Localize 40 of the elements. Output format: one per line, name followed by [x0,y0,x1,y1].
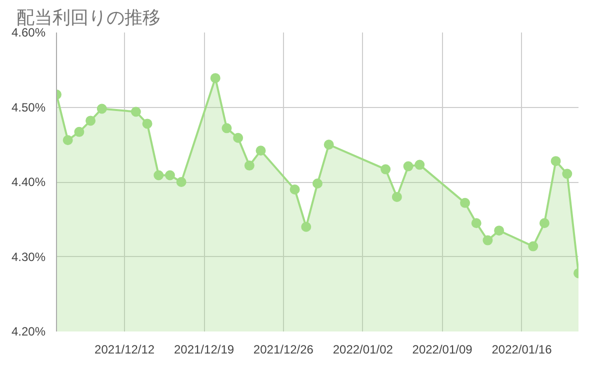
y-tick-label: 4.30% [11,250,46,264]
point [539,218,550,228]
point [86,116,96,126]
y-tick-label: 4.40% [11,175,46,189]
point [301,222,312,232]
point [142,118,152,129]
x-tick-label: 2022/01/09 [412,342,473,356]
point [324,140,334,150]
point [164,170,175,180]
point [550,156,561,166]
point [528,241,538,252]
point [460,198,470,208]
x-tick-label: 2022/01/16 [492,342,552,356]
chart-title: 配当利回りの推移 [16,8,160,28]
point [562,168,572,179]
x-tick-label: 2022/01/02 [332,342,394,356]
point [176,177,186,187]
y-tick-label: 4.60% [11,26,46,40]
point [392,192,402,202]
point [233,132,244,143]
x-tick-label: 2021/12/12 [94,342,155,356]
point [414,160,425,170]
point [290,184,300,194]
y-tick-label: 4.20% [11,324,46,338]
point [312,178,322,188]
point [96,104,107,114]
point [130,106,141,117]
point [244,160,254,171]
point [380,164,391,174]
point [256,146,266,156]
x-tick-label: 2021/12/26 [253,342,314,356]
point [74,126,84,137]
point [471,218,482,228]
point [210,73,220,84]
point [482,235,493,246]
x-tick-label: 2021/12/19 [174,342,234,356]
point [62,135,73,146]
point [222,123,232,134]
y-tick-label: 4.50% [11,100,46,114]
point [494,226,504,236]
